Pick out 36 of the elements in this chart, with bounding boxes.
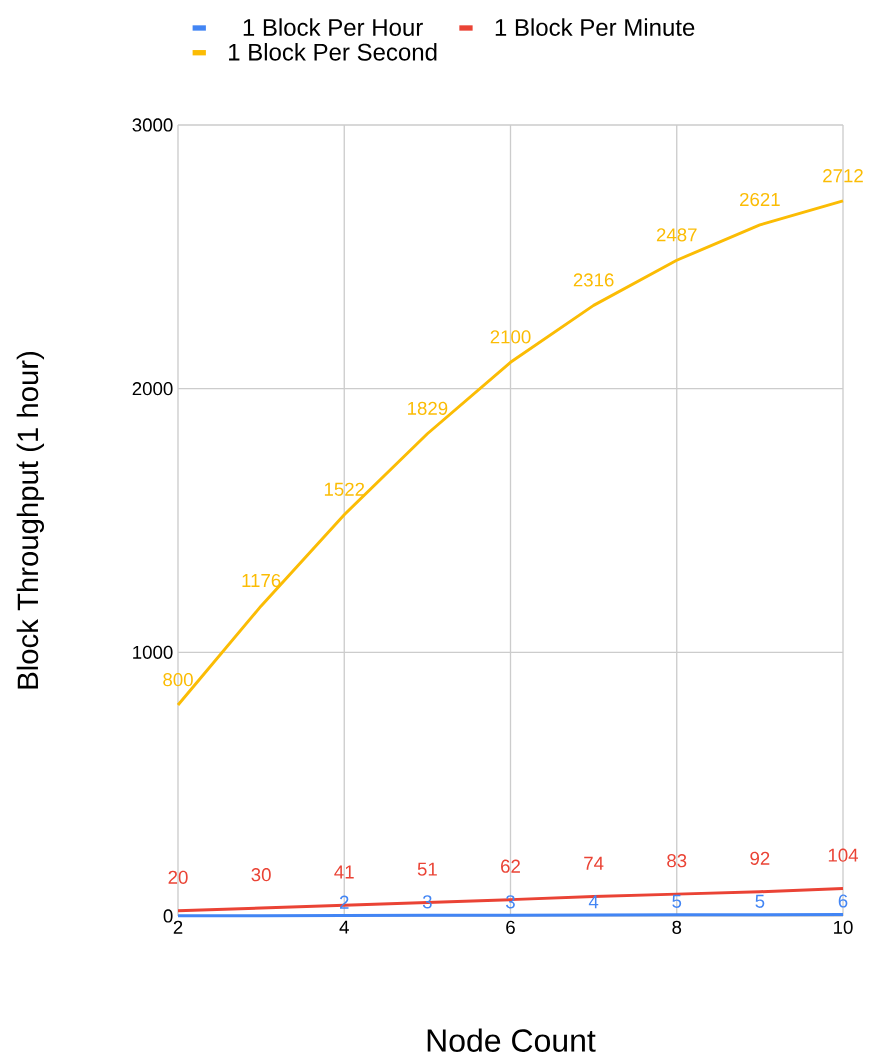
data-label: 104 <box>828 848 859 862</box>
x-tick-label: 8 <box>672 920 682 934</box>
legend-label: 1 Block Per Second <box>229 43 437 61</box>
data-label: 2712 <box>823 169 863 183</box>
data-label: 2100 <box>490 330 531 344</box>
data-label: 2316 <box>573 273 614 287</box>
data-label: 62 <box>501 859 520 873</box>
y-tick-label: 2000 <box>132 382 173 396</box>
legend-label: 1 Block Per Hour <box>243 18 423 36</box>
x-tick-label: 10 <box>834 920 853 934</box>
data-label: 1522 <box>324 482 365 496</box>
data-label: 1176 <box>242 573 281 588</box>
data-label: 2621 <box>740 192 780 207</box>
data-label: 41 <box>334 865 354 879</box>
data-label: 92 <box>750 851 770 865</box>
y-tick-label: 0 <box>163 909 173 923</box>
data-label: 1829 <box>408 401 448 415</box>
legend-label: 1 Block Per Minute <box>495 18 695 36</box>
data-label: 83 <box>667 854 687 868</box>
data-label: 51 <box>417 862 437 876</box>
x-axis-title: Node Count <box>427 1028 596 1052</box>
data-label: 2487 <box>656 228 697 242</box>
x-tick-label: 4 <box>339 920 349 934</box>
y-tick-label: 3000 <box>132 118 173 132</box>
data-label: 6 <box>838 894 848 908</box>
data-label: 4 <box>588 895 599 909</box>
data-label: 20 <box>168 870 188 884</box>
x-tick-label: 2 <box>173 920 183 934</box>
data-label: 74 <box>584 856 604 870</box>
data-label: 5 <box>672 894 682 908</box>
data-label: 5 <box>755 894 765 908</box>
x-tick-label: 6 <box>506 920 515 934</box>
y-axis-title: Block Throughput (1 hour) <box>16 352 45 689</box>
data-label: 800 <box>163 673 193 687</box>
y-tick-label: 1000 <box>133 645 173 659</box>
data-label: 30 <box>251 868 271 882</box>
